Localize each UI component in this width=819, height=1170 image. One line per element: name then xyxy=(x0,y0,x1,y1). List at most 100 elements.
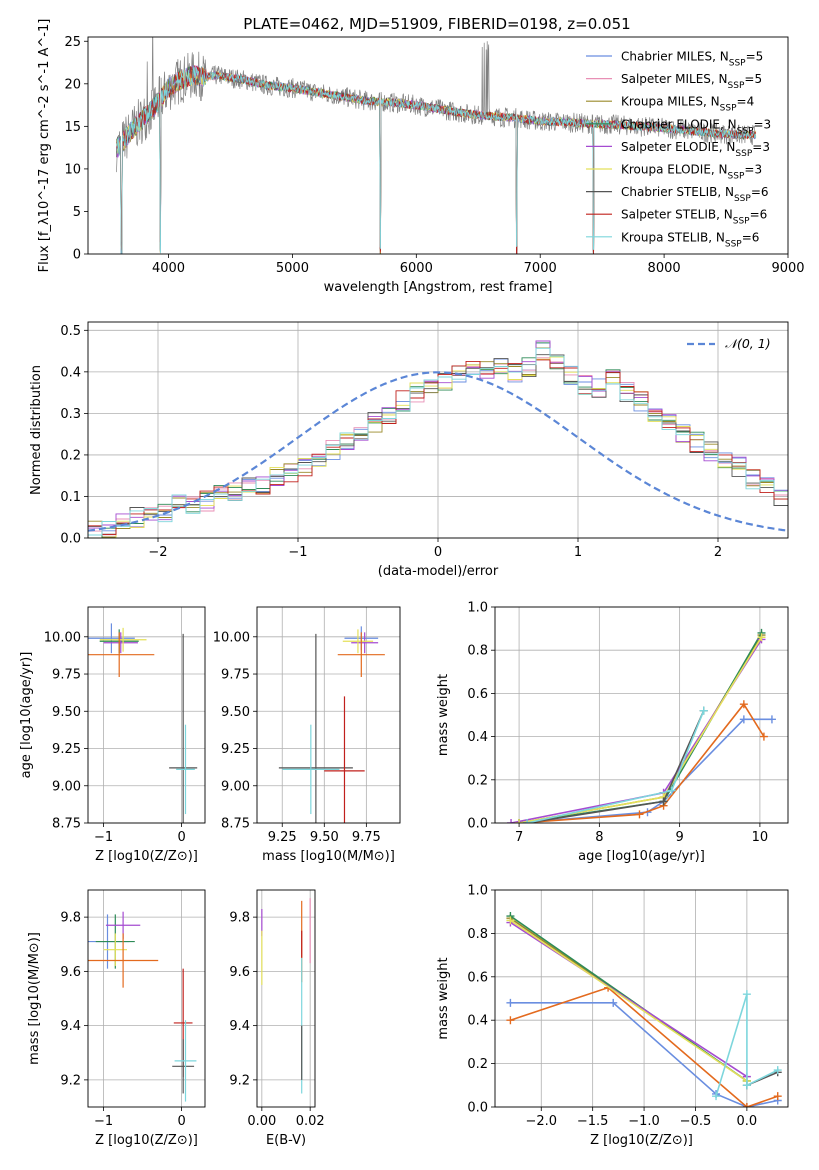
legend-label: Kroupa STELIB, NSSP=6 xyxy=(621,230,759,249)
y-tick-label: 0.2 xyxy=(467,773,488,788)
x-tick-label: 4000 xyxy=(152,261,185,276)
y-tick-label: 9.6 xyxy=(229,965,250,980)
x-tick-label: −2 xyxy=(148,545,167,560)
y-tick-label: 10 xyxy=(64,162,81,177)
histogram-series xyxy=(88,347,788,536)
weight-marker xyxy=(506,1016,515,1025)
x-tick-label: −1.0 xyxy=(628,1114,660,1129)
x-tick-label: 5000 xyxy=(276,261,309,276)
y-tick-label: 9.00 xyxy=(52,779,81,794)
legend-label: 𝒩(0, 1) xyxy=(725,336,771,351)
axes-frame xyxy=(87,606,206,824)
y-tick-label: 9.50 xyxy=(52,705,81,720)
weight-marker xyxy=(767,715,776,724)
y-tick-label: 25 xyxy=(64,35,81,50)
weight-marker xyxy=(515,819,524,823)
y-tick-label: 9.25 xyxy=(52,742,81,757)
y-tick-label: 9.6 xyxy=(60,965,81,980)
y-tick-label: 0.0 xyxy=(60,532,81,547)
legend-label: Chabrier STELIB, NSSP=6 xyxy=(621,185,769,204)
weight-marker xyxy=(507,819,516,823)
error-bars xyxy=(88,911,197,1102)
weight-marker xyxy=(609,998,618,1007)
weight-marker xyxy=(739,715,748,724)
y-tick-label: 0.0 xyxy=(467,817,488,832)
error-bars xyxy=(261,898,311,1094)
axes-frame xyxy=(494,606,789,824)
y-axis-label: mass [log10(M/M⊙)] xyxy=(27,932,42,1065)
figure-title: PLATE=0462, MJD=51909, FIBERID=0198, z=0… xyxy=(243,15,630,33)
x-tick-label: 0.0 xyxy=(737,1114,758,1129)
y-tick-label: 9.00 xyxy=(221,779,250,794)
y-tick-label: 9.4 xyxy=(229,1019,250,1034)
weight-marker xyxy=(635,810,644,819)
legend-label: Chabrier ELODIE, NSSP=3 xyxy=(621,117,771,136)
x-tick-label: 2 xyxy=(714,545,722,560)
y-tick-label: 0.4 xyxy=(60,365,81,380)
x-tick-label: 0 xyxy=(177,830,185,845)
weight-marker xyxy=(773,1092,782,1101)
histogram-panel: −2 −1 0 1 2 0.0 0.1 0.2 0.3 0.4 0.5 (data-model)/er… xyxy=(29,321,789,579)
age-vs-metallicity-panel: −1 0 8.75 9.00 9.25 9.50 9.75 10.00 Z [log10(Z/Z… xyxy=(19,606,206,864)
weight-marker xyxy=(667,786,676,795)
y-tick-label: 1.0 xyxy=(467,884,488,899)
histogram-series xyxy=(88,359,788,535)
y-tick-label: 0.5 xyxy=(60,324,81,339)
weight-marker xyxy=(712,1092,721,1101)
weight-line xyxy=(509,921,748,1078)
y-tick-label: 9.50 xyxy=(221,705,250,720)
legend-label: Salpeter ELODIE, NSSP=3 xyxy=(621,140,770,159)
error-bars xyxy=(278,626,385,823)
y-axis-label: age [log10(age/yr)] xyxy=(19,652,34,779)
y-tick-label: 0.8 xyxy=(467,644,488,659)
y-tick-label: 0.4 xyxy=(467,1014,488,1029)
legend-label: Salpeter MILES, NSSP=5 xyxy=(621,72,762,91)
mass-weight-vs-metallicity-panel: −2.0 −1.5 −1.0 −0.5 0.0 0.0 0.2 0.4 0.6 0.8 1.0 Z [… xyxy=(436,884,789,1148)
legend-label: Kroupa ELODIE, NSSP=3 xyxy=(621,163,762,182)
x-tick-label: −2.0 xyxy=(525,1114,557,1129)
axes-frame xyxy=(256,606,401,824)
y-tick-label: 8.75 xyxy=(221,817,250,832)
y-tick-label: 0.8 xyxy=(467,927,488,942)
y-axis-label: mass weight xyxy=(436,674,451,756)
weight-marker xyxy=(506,916,515,925)
y-tick-label: 5 xyxy=(73,205,81,220)
model-spectrum xyxy=(116,66,757,254)
x-axis-label: Z [log10(Z/Z⊙)] xyxy=(95,1133,198,1148)
y-tick-label: 0.1 xyxy=(60,490,81,505)
y-tick-label: 8.75 xyxy=(52,817,81,832)
weight-marker xyxy=(742,990,751,999)
x-tick-label: 0 xyxy=(434,545,442,560)
x-tick-label: 8 xyxy=(595,830,603,845)
y-tick-label: 10.00 xyxy=(213,630,250,645)
weight-line xyxy=(715,993,779,1097)
y-axis-label: mass weight xyxy=(436,957,451,1039)
x-tick-label: 9.50 xyxy=(310,830,339,845)
error-bars xyxy=(88,623,198,823)
axes-frame xyxy=(494,889,789,1108)
y-tick-label: 0.2 xyxy=(60,448,81,463)
x-axis-label: Z [log10(Z/Z⊙)] xyxy=(95,849,198,864)
mass-weight-vs-age-panel: 7 8 9 10 0.0 0.2 0.4 0.6 0.8 1.0 age [log10(age/yr… xyxy=(436,601,789,864)
x-axis-label: (data-model)/error xyxy=(378,564,499,579)
x-axis-label: E(B-V) xyxy=(266,1133,306,1148)
y-tick-label: 9.2 xyxy=(229,1073,250,1088)
x-tick-label: 7 xyxy=(515,830,523,845)
axes-frame xyxy=(87,889,206,1108)
x-tick-label: 0 xyxy=(177,1114,185,1129)
weight-marker xyxy=(506,998,515,1007)
x-tick-label: 0.00 xyxy=(247,1114,276,1129)
x-tick-label: 8000 xyxy=(648,261,681,276)
x-tick-label: 1 xyxy=(574,545,582,560)
x-tick-label: 9000 xyxy=(771,261,804,276)
y-tick-label: 9.8 xyxy=(60,911,81,926)
weight-marker xyxy=(757,633,766,642)
y-tick-label: 0.4 xyxy=(467,730,488,745)
x-tick-label: −1 xyxy=(94,830,113,845)
y-tick-label: 0.6 xyxy=(467,970,488,985)
x-tick-label: 7000 xyxy=(524,261,557,276)
x-axis-label: mass [log10(M/M⊙)] xyxy=(262,849,395,864)
legend-label: Chabrier MILES, NSSP=5 xyxy=(621,50,763,69)
weight-marker xyxy=(742,1103,751,1107)
